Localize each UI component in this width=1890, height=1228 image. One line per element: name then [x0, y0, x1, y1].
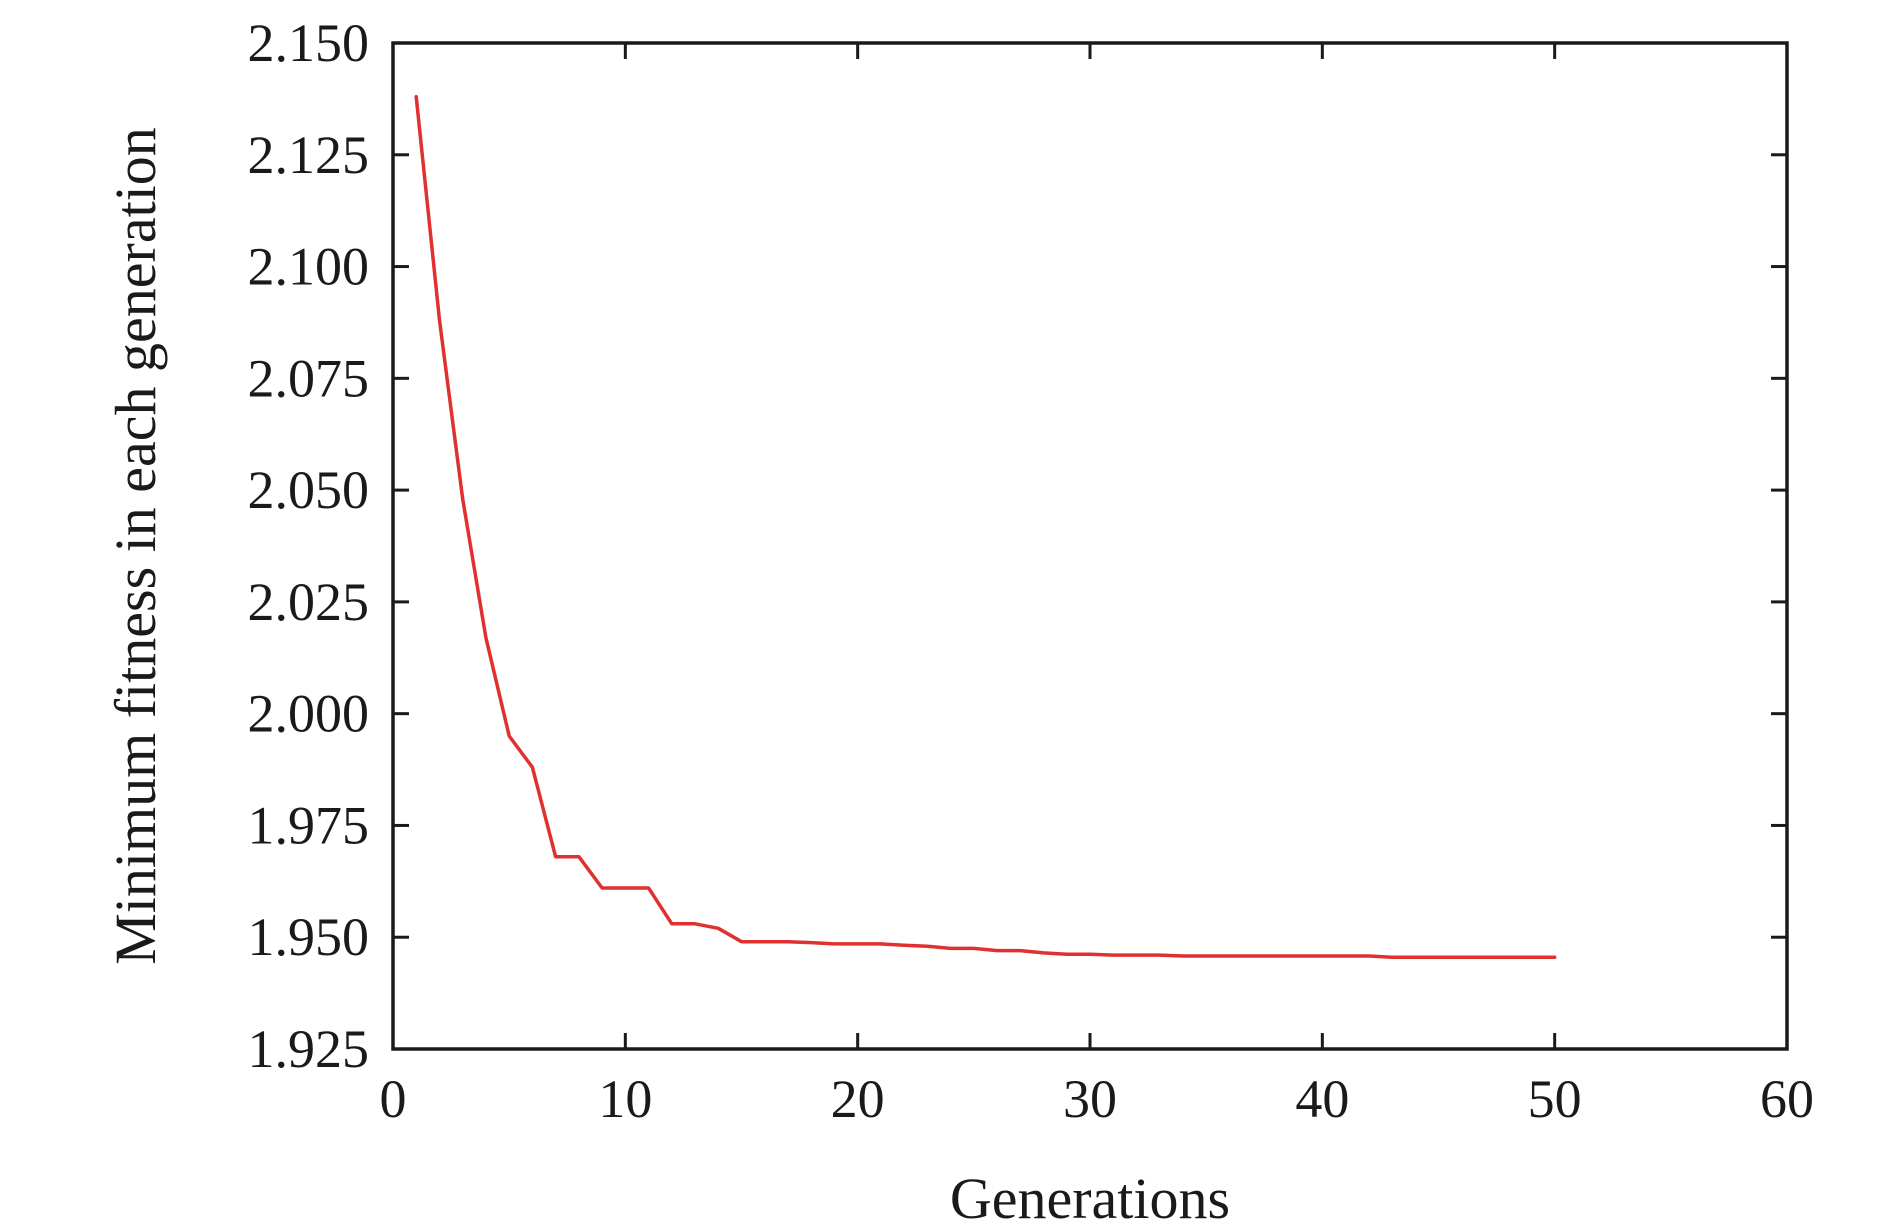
fitness-series-line: [414, 94, 1557, 960]
series-layer: [414, 94, 1557, 960]
y-tick-label: 2.050: [248, 460, 370, 520]
y-tick-label: 2.025: [248, 572, 370, 632]
x-tick-label: 0: [380, 1069, 407, 1129]
x-tick-label: 50: [1528, 1069, 1582, 1129]
y-axis-ticks: 1.925 1.950 1.975 2.000 2.025 2.050 2.075 2.100…: [248, 13, 1787, 1079]
x-tick-label: 10: [598, 1069, 652, 1129]
x-tick-label: 40: [1295, 1069, 1349, 1129]
x-tick-label: 60: [1760, 1069, 1814, 1129]
x-axis-title: Generations: [950, 1166, 1230, 1228]
x-tick-label: 20: [831, 1069, 885, 1129]
y-tick-label: 1.975: [248, 795, 370, 855]
y-tick-label: 2.125: [248, 125, 370, 185]
plot-frame: [391, 41, 1789, 1051]
y-axis-title: Minimum fitness in each generation: [103, 127, 168, 965]
y-tick-label: 2.075: [248, 348, 370, 408]
y-tick-label: 2.150: [248, 13, 370, 73]
x-tick-label: 30: [1063, 1069, 1117, 1129]
y-tick-label: 2.000: [248, 684, 370, 744]
y-tick-label: 1.925: [248, 1019, 370, 1079]
y-tick-label: 1.950: [248, 907, 370, 967]
x-axis-ticks: 0 10 20 30 40 50 60: [380, 43, 1814, 1129]
y-tick-label: 2.100: [248, 237, 370, 297]
